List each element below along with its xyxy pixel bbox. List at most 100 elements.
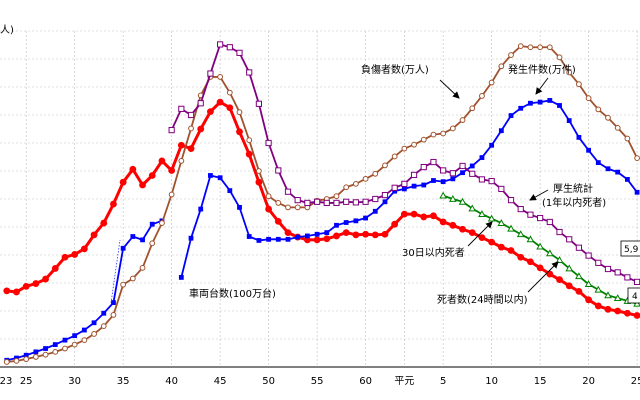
- data-point: [478, 210, 486, 218]
- data-point: [51, 265, 59, 272]
- data-point: [81, 327, 87, 333]
- data-point: [129, 275, 136, 282]
- data-point: [265, 205, 273, 213]
- data-point: [62, 345, 68, 352]
- data-point: [545, 249, 554, 257]
- data-point: [177, 141, 185, 149]
- data-point: [537, 214, 544, 222]
- data-point: [527, 44, 534, 51]
- data-point: [585, 252, 592, 259]
- data-point: [110, 200, 117, 208]
- data-point: [391, 153, 398, 160]
- data-point: [517, 253, 525, 261]
- data-point: [575, 288, 583, 295]
- data-point: [411, 141, 417, 148]
- data-point: [168, 127, 175, 134]
- data-point: [197, 100, 204, 107]
- data-point: [633, 299, 640, 307]
- data-point: [236, 49, 243, 56]
- data-point: [614, 307, 622, 315]
- data-point: [295, 234, 301, 240]
- data-point: [536, 242, 544, 250]
- x-tick-label: 60: [359, 376, 372, 387]
- series-layer: [3, 41, 640, 365]
- data-point: [313, 198, 321, 205]
- data-point: [285, 204, 291, 211]
- x-tick-label: 23: [0, 376, 12, 387]
- data-point: [187, 111, 195, 119]
- data-point: [431, 178, 436, 183]
- data-point: [527, 211, 534, 218]
- x-tick-label: 25: [20, 376, 33, 387]
- label-30day: 30日以内死者: [402, 246, 465, 259]
- data-point: [246, 69, 253, 76]
- data-point: [275, 167, 282, 174]
- data-point: [130, 234, 136, 239]
- data-point: [605, 114, 611, 121]
- data-point: [449, 221, 457, 229]
- data-point: [100, 219, 108, 227]
- data-point: [72, 333, 78, 339]
- data-point: [450, 176, 456, 182]
- data-point: [565, 264, 574, 272]
- data-point: [71, 341, 78, 348]
- x-tick-label: 15: [534, 376, 547, 387]
- data-point: [401, 186, 407, 192]
- data-point: [400, 210, 408, 218]
- data-point: [420, 136, 427, 143]
- data-point: [458, 197, 467, 205]
- data-point: [352, 180, 359, 187]
- data-point: [604, 305, 612, 313]
- data-point: [323, 199, 330, 207]
- data-point: [516, 230, 525, 238]
- data-point: [498, 128, 504, 134]
- data-point: [449, 125, 456, 132]
- arrow-mhlw: [529, 189, 549, 201]
- data-point: [469, 170, 476, 177]
- x-tick-label: 5: [440, 376, 446, 387]
- data-point: [507, 247, 515, 254]
- data-point: [42, 351, 49, 358]
- data-point: [188, 125, 194, 132]
- data-point: [236, 109, 243, 116]
- label-vehicles: 車両台数(100万台): [189, 287, 276, 300]
- data-point: [265, 193, 272, 200]
- data-point: [285, 236, 291, 242]
- series-4: [439, 191, 640, 307]
- data-point: [197, 125, 205, 133]
- data-point: [333, 199, 340, 207]
- data-point: [217, 74, 224, 80]
- data-point: [314, 231, 320, 237]
- data-point: [469, 105, 476, 112]
- data-point: [265, 139, 272, 147]
- data-point: [62, 337, 68, 343]
- label-accidents: 発生件数(万件): [508, 63, 576, 76]
- series-2: [3, 43, 640, 365]
- data-point: [22, 282, 30, 290]
- data-point: [459, 162, 466, 170]
- data-point: [255, 100, 263, 107]
- data-point: [391, 220, 399, 228]
- data-point: [555, 256, 564, 263]
- data-point: [489, 142, 495, 148]
- data-point: [255, 178, 263, 186]
- data-point: [575, 272, 583, 280]
- data-point: [129, 165, 137, 173]
- series-3: [168, 41, 640, 285]
- label-mhlw: 厚生統計: [553, 182, 593, 195]
- data-point: [556, 276, 563, 284]
- data-point: [594, 302, 602, 310]
- data-point: [333, 232, 340, 240]
- data-point: [565, 282, 573, 290]
- data-point: [469, 163, 475, 169]
- data-point: [459, 225, 466, 233]
- data-point: [246, 234, 252, 239]
- data-point: [478, 176, 486, 183]
- data-point: [188, 235, 194, 241]
- data-point: [23, 352, 29, 358]
- data-point: [226, 104, 234, 112]
- data-point: [91, 320, 97, 326]
- arrow-accidents: [535, 77, 549, 95]
- data-point: [381, 191, 389, 199]
- data-point: [178, 105, 185, 112]
